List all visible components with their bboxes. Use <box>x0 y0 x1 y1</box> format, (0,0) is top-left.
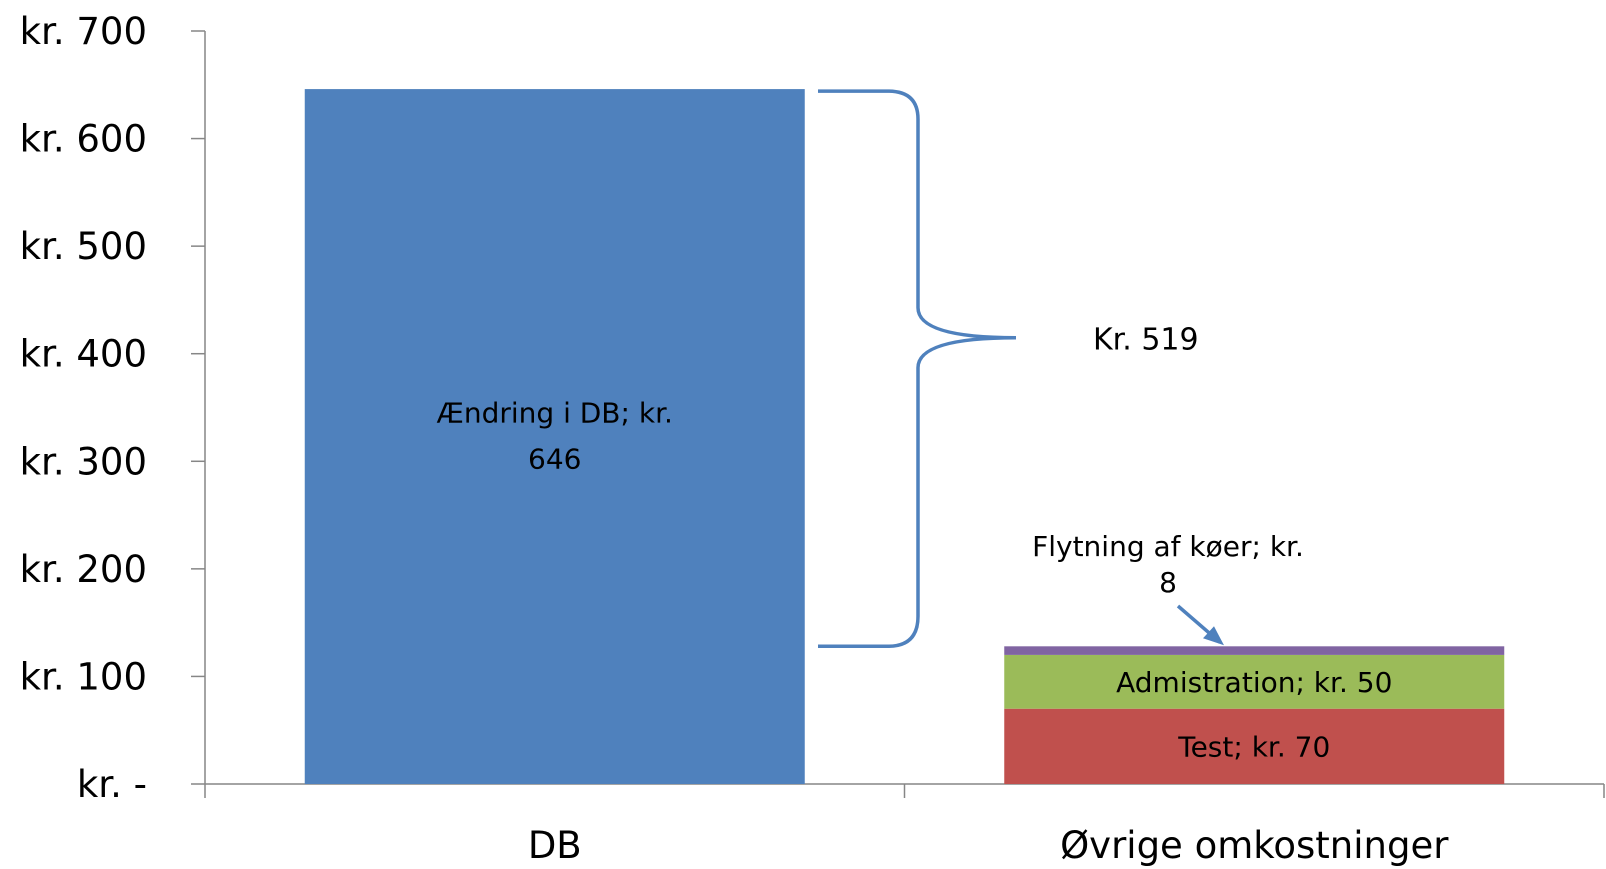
data-label: Test; kr. 70 <box>1177 730 1330 763</box>
data-label: 646 <box>528 443 581 476</box>
data-label: 8 <box>1159 566 1177 599</box>
x-category-label: Øvrige omkostninger <box>1060 824 1449 867</box>
bar-segment <box>304 89 805 785</box>
bars <box>304 89 1505 785</box>
y-tick-label: kr. - <box>77 763 147 806</box>
y-axis-ticks: kr. - kr. 100 kr. 200 kr. 300 kr. 400 kr. 500… <box>20 10 205 806</box>
label-pointer-arrowhead <box>1203 626 1224 646</box>
curly-brace <box>818 89 1017 649</box>
x-category-label: DB <box>528 824 582 867</box>
annotations: Kr. 519 <box>818 89 1224 649</box>
y-tick-label: kr. 400 <box>20 333 147 376</box>
data-label: Ændring i DB; kr. <box>437 397 673 430</box>
data-label: Flytning af køer; kr. <box>1032 530 1304 563</box>
bar-segment <box>1004 654 1505 709</box>
y-tick-label: kr. 600 <box>20 118 147 161</box>
y-tick-label: kr. 300 <box>20 440 147 483</box>
y-tick-label: kr. 100 <box>20 655 147 698</box>
category-labels: DB Øvrige omkostninger <box>528 824 1449 867</box>
bar-segment <box>1004 646 1505 655</box>
difference-label: Kr. 519 <box>1093 323 1199 358</box>
data-label: Admistration; kr. 50 <box>1116 666 1392 699</box>
y-tick-label: kr. 500 <box>20 225 147 268</box>
bar-segment <box>1004 708 1505 784</box>
segment-labels: Ændring i DB; kr. 646 Test; kr. 70 Admistra… <box>437 397 1393 764</box>
y-tick-label: kr. 200 <box>20 548 147 591</box>
y-tick-label: kr. 700 <box>20 10 147 53</box>
